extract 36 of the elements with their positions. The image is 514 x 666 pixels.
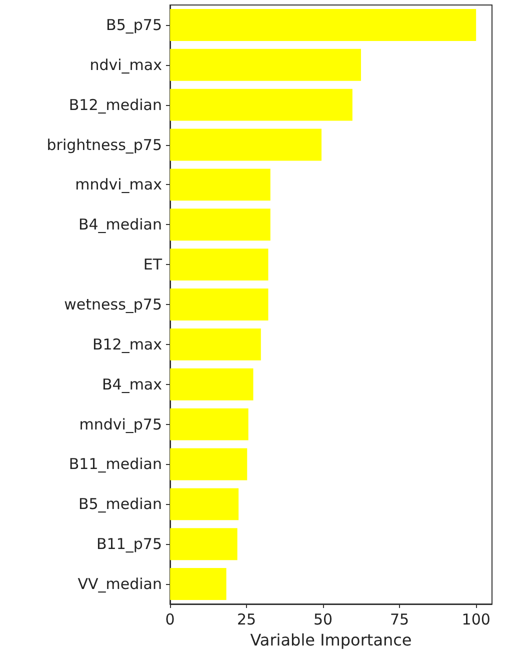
x-tick-label: 75 (390, 610, 410, 628)
bar (170, 448, 248, 480)
x-tick-label: 0 (165, 610, 175, 628)
bar (170, 8, 476, 41)
bar (170, 168, 270, 201)
y-tick-label: B5_p75 (106, 16, 162, 34)
y-tick-label: VV_median (78, 575, 162, 594)
y-tick-label: B11_median (68, 455, 162, 474)
bar (170, 288, 268, 320)
bar (170, 408, 248, 440)
bar (170, 208, 270, 241)
bar (170, 128, 322, 161)
y-tick-label: B4_max (102, 375, 162, 394)
x-axis-title: Variable Importance (250, 630, 412, 650)
bar (170, 88, 352, 121)
y-tick-label: B5_median (78, 495, 162, 514)
x-tick-label: 25 (236, 610, 256, 628)
bar (170, 48, 361, 81)
y-tick-label: B12_median (68, 96, 162, 114)
y-tick-label: B12_max (92, 335, 162, 354)
y-tick-label: B4_median (78, 216, 162, 234)
y-tick-label: wetness_p75 (64, 296, 162, 314)
bar (170, 248, 268, 281)
bar (170, 568, 226, 600)
y-tick-label: ndvi_max (90, 56, 162, 74)
bar (170, 368, 254, 400)
y-tick-label: mndvi_max (75, 176, 162, 194)
y-tick-label: brightness_p75 (46, 136, 162, 154)
bar (170, 528, 238, 560)
x-tick-label: 50 (313, 610, 333, 628)
bar (170, 488, 239, 520)
bar (170, 328, 261, 360)
y-tick-label: ET (143, 256, 163, 274)
y-tick-label: B11_p75 (96, 535, 162, 554)
x-tick-label: 100 (462, 610, 490, 628)
y-tick-label: mndvi_p75 (79, 415, 162, 434)
